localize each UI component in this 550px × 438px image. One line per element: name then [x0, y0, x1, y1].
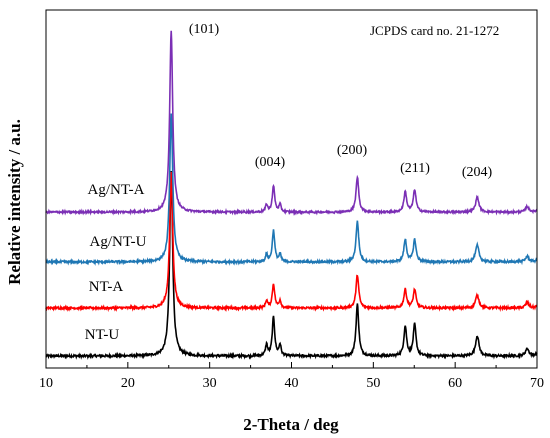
jcpds-annotation: JCPDS card no. 21-1272: [370, 23, 499, 38]
axes-layer: 10 20 30 40 50 60 70: [39, 9, 544, 391]
x-tick-label: 70: [530, 376, 544, 391]
series-line-ag-nt-u: [45, 113, 538, 266]
series-line-ag-nt-a: [45, 30, 538, 216]
series-label-nt-u: NT-U: [85, 327, 120, 343]
x-tick-label: 50: [366, 376, 380, 391]
x-axis-label: 2-Theta / deg: [243, 415, 339, 434]
series-label-nt-a: NT-A: [89, 279, 124, 295]
series-label-ag-nt-u: Ag/NT-U: [90, 234, 147, 250]
peak-label: (204): [462, 165, 493, 180]
y-axis-label: Relative intensity / a.u.: [5, 119, 24, 285]
traces-layer: [45, 30, 538, 361]
peak-label: (101): [189, 22, 220, 37]
x-tick-label: 60: [448, 376, 462, 391]
x-tick-label: 40: [285, 376, 299, 391]
series-line-nt-u: [45, 171, 538, 361]
peak-label: (200): [337, 143, 368, 158]
x-tick-label: 10: [39, 376, 53, 391]
labels-layer: NT-U NT-A Ag/NT-U Ag/NT-A (101) (004) (200) (21…: [85, 22, 493, 343]
series-line-nt-a: [45, 171, 538, 313]
peak-label: (211): [400, 161, 430, 176]
peak-label: (004): [255, 155, 286, 170]
x-tick-label: 20: [121, 376, 135, 391]
series-label-ag-nt-a: Ag/NT-A: [88, 182, 145, 198]
x-tick-label: 30: [203, 376, 217, 391]
